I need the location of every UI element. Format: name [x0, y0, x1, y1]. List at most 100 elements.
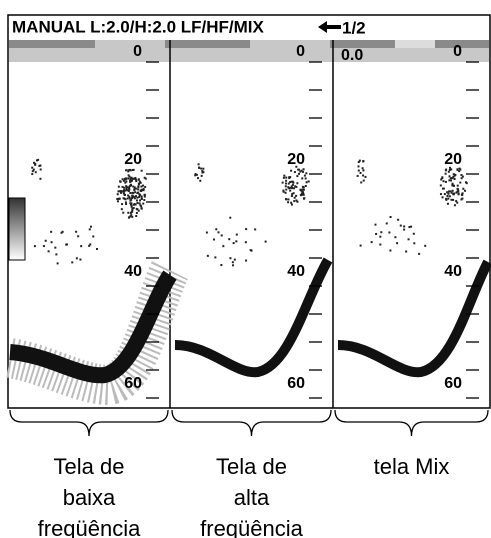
echo-dot — [282, 189, 285, 192]
depth-readout: 0.0 — [341, 47, 363, 64]
echo-dot — [451, 184, 454, 187]
echo-dot — [301, 188, 304, 191]
echo-dot — [89, 243, 92, 246]
gain-bar-segment — [395, 40, 435, 48]
echo-dot — [143, 195, 146, 198]
echo-dot — [304, 185, 307, 188]
echo-dot — [131, 209, 134, 212]
echo-dot — [125, 185, 128, 188]
echo-dot — [461, 175, 464, 178]
echo-dot — [122, 179, 125, 182]
echo-dot — [126, 189, 129, 192]
echo-dot — [131, 207, 134, 210]
echo-dot — [235, 240, 238, 243]
echo-dot — [229, 257, 232, 260]
echo-dot — [131, 194, 134, 197]
echo-dot — [117, 190, 120, 193]
echo-dot — [214, 256, 217, 259]
echo-dot — [124, 178, 127, 181]
echo-dot — [299, 188, 302, 191]
echo-dot — [65, 243, 68, 246]
echo-dot — [441, 177, 444, 180]
echo-dot — [396, 242, 399, 245]
depth-label: 60 — [124, 375, 142, 392]
echo-dot — [356, 174, 359, 177]
echo-dot — [300, 169, 303, 172]
echo-dot — [217, 231, 220, 234]
echo-dot — [446, 191, 449, 194]
echo-dot — [127, 174, 130, 177]
echo-dot — [285, 188, 288, 191]
echo-dot — [137, 209, 140, 212]
echo-dot — [50, 241, 53, 244]
echo-dot — [137, 178, 140, 181]
echo-dot — [130, 176, 133, 179]
echo-dot — [135, 199, 138, 202]
echo-dot — [293, 187, 296, 190]
echo-dot — [231, 261, 234, 264]
echo-dot — [459, 181, 462, 184]
echo-dot — [220, 264, 223, 267]
echo-dot — [129, 180, 132, 183]
echo-dot — [282, 176, 285, 179]
echo-dot — [456, 201, 459, 204]
echo-dot — [39, 177, 42, 180]
echo-dot — [128, 175, 131, 178]
echo-dot — [54, 246, 57, 249]
echo-dot — [202, 167, 205, 170]
echo-dot — [205, 231, 208, 234]
echo-dot — [413, 242, 416, 245]
echo-dot — [228, 238, 231, 241]
echo-dot — [119, 190, 122, 193]
echo-dot — [36, 159, 39, 162]
echo-dot — [129, 199, 132, 202]
echo-dot — [232, 264, 235, 267]
caption: alta — [234, 485, 270, 510]
depth-label: 0 — [133, 43, 142, 60]
echo-dot — [124, 181, 127, 184]
echo-dot — [71, 261, 74, 264]
echo-dot — [448, 168, 451, 171]
echo-dot — [445, 197, 448, 200]
echo-dot — [449, 190, 452, 193]
echo-dot — [220, 234, 223, 237]
echo-dot — [302, 188, 305, 191]
echo-dot — [129, 177, 132, 180]
echo-dot — [379, 235, 382, 238]
echo-dot — [125, 169, 128, 172]
echo-dot — [143, 193, 146, 196]
echo-dot — [137, 183, 140, 186]
echo-dot — [233, 258, 236, 261]
echo-dot — [39, 168, 42, 171]
caption: Tela de — [54, 454, 125, 479]
echo-dot — [289, 176, 292, 179]
echo-dot — [451, 182, 454, 185]
header-page: 1/2 — [342, 18, 366, 37]
echo-dot — [461, 192, 464, 195]
echo-dot — [129, 184, 132, 187]
echo-dot — [456, 190, 459, 193]
echo-dot — [135, 211, 138, 214]
echo-dot — [135, 195, 138, 198]
echo-dot — [357, 169, 360, 172]
echo-dot — [123, 186, 126, 189]
echo-dot — [362, 174, 365, 177]
caption: Tela de — [216, 454, 287, 479]
echo-dot — [31, 166, 34, 169]
echo-dot — [131, 177, 134, 180]
echo-dot — [128, 195, 131, 198]
echo-dot — [34, 162, 37, 165]
echo-dot — [301, 185, 304, 188]
echo-dot — [44, 239, 47, 242]
echo-dot — [385, 222, 388, 225]
echo-dot — [95, 247, 98, 250]
echo-dot — [418, 252, 421, 255]
echo-dot — [127, 216, 130, 219]
echo-dot — [447, 170, 450, 173]
echo-dot — [47, 250, 50, 253]
echo-dot — [123, 193, 126, 196]
echo-dot — [137, 188, 140, 191]
echo-dot — [31, 170, 34, 173]
echo-dot — [364, 175, 367, 178]
echo-dot — [303, 174, 306, 177]
